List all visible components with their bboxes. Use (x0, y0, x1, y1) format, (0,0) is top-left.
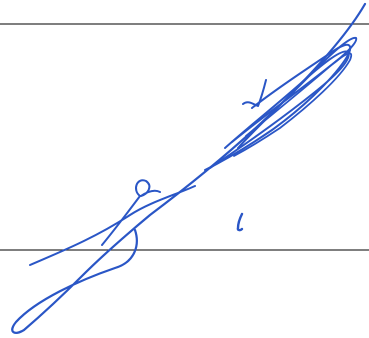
signature-scribble-1 (204, 43, 352, 171)
signature-left-swoosh (29, 185, 196, 266)
signature-comma-mark (236, 212, 244, 232)
signature-main-stroke (11, 2, 367, 334)
signature-scribble-3 (231, 36, 358, 149)
signature-scribble-4 (233, 52, 353, 157)
signature-strokes (11, 2, 367, 334)
signature-mid-loop (135, 179, 161, 197)
signature-upper-v (242, 79, 267, 107)
signature-mid-descender (101, 195, 141, 246)
